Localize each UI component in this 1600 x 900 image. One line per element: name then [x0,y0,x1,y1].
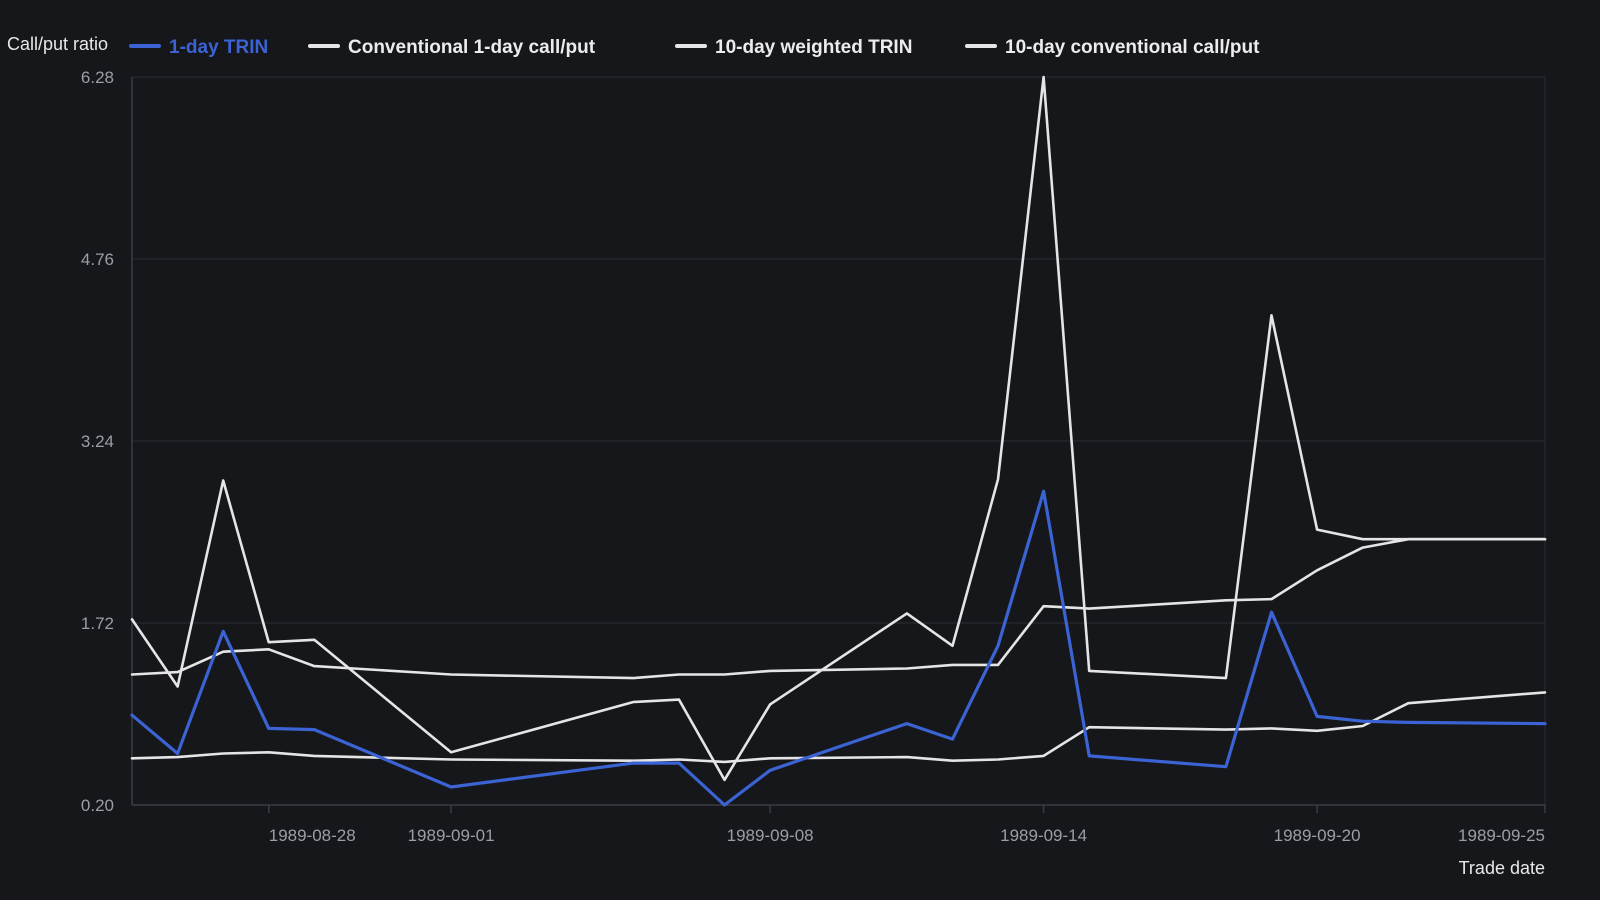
series-line-2 [130,75,1547,782]
x-tick-label: 1989-09-20 [1274,826,1361,845]
gridlines [132,76,1546,805]
x-tick-label: 1989-08-28 [269,826,356,845]
x-tick-label: 1989-09-01 [408,826,495,845]
y-tick-label: 4.76 [81,250,114,269]
legend-item-label: 10-day weighted TRIN [715,37,912,58]
y-axis-title: Call/put ratio [7,34,108,54]
legend-item-label: 10-day conventional call/put [1005,37,1260,58]
axes: 0.20 1.72 3.24 4.76 6.28 1989-08-28 1989-09-01… [81,68,1546,845]
series-line-4 [130,691,1547,764]
y-tick-label: 6.28 [81,68,114,87]
legend-item-label: Conventional 1-day call/put [348,37,596,58]
series-line-3 [130,537,1547,680]
x-tick-label: 1989-09-25 [1458,826,1545,845]
legend-item-label: 1-day TRIN [169,37,268,58]
x-tick-label: 1989-09-14 [1000,826,1087,845]
y-tick-label: 0.20 [81,796,114,815]
x-axis-title: Trade date [1459,858,1545,878]
series-line-1 [130,489,1547,807]
series-lines [130,75,1547,807]
y-tick-label: 1.72 [81,614,114,633]
y-tick-label: 3.24 [81,432,114,451]
legend: 1-day TRIN Conventional 1-day call/put 10-… [129,37,1260,58]
x-tick-label: 1989-09-08 [727,826,814,845]
